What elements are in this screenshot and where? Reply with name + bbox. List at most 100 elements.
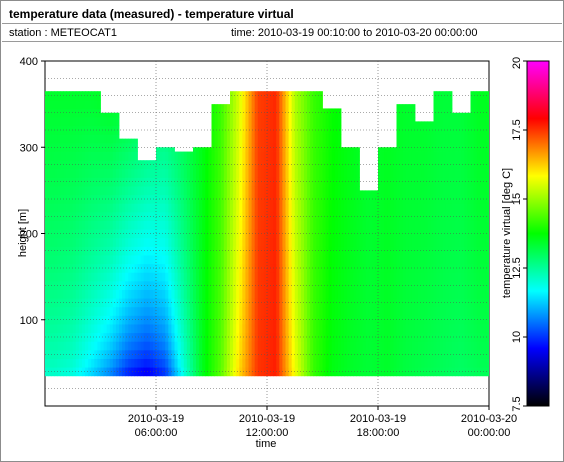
heatmap-cell xyxy=(482,168,487,178)
heatmap-cell xyxy=(165,349,169,359)
heatmap-cell xyxy=(267,349,271,359)
heatmap-cell xyxy=(282,237,286,247)
heatmap-cell xyxy=(162,272,166,282)
heatmap-cell xyxy=(85,117,89,127)
heatmap-cell xyxy=(359,272,363,282)
heatmap-cell xyxy=(470,332,474,342)
heatmap-cell xyxy=(485,306,489,316)
heatmap-cell xyxy=(402,142,407,152)
heatmap-cell xyxy=(464,220,468,230)
heatmap-cell xyxy=(45,263,49,273)
heatmap-cell xyxy=(220,220,225,230)
heatmap-cell xyxy=(119,272,123,282)
heatmap-cell xyxy=(285,255,289,265)
heatmap-cell xyxy=(288,125,293,135)
heatmap-cell xyxy=(152,272,157,282)
heatmap-cell xyxy=(100,168,104,178)
heatmap-cell xyxy=(415,255,419,265)
heatmap-cell xyxy=(418,315,422,325)
heatmap-cell xyxy=(396,125,400,135)
heatmap-cell xyxy=(149,341,154,351)
heatmap-cell xyxy=(467,229,471,239)
heatmap-cell xyxy=(436,220,441,230)
heatmap-cell xyxy=(94,186,98,196)
heatmap-cell xyxy=(220,134,225,144)
heatmap-cell xyxy=(122,138,126,144)
heatmap-cell xyxy=(418,367,422,377)
heatmap-cell xyxy=(464,298,468,308)
heatmap-cell xyxy=(331,289,336,299)
heatmap-cell xyxy=(199,211,203,221)
heatmap-cell xyxy=(415,203,419,213)
heatmap-cell xyxy=(254,289,259,299)
heatmap-cell xyxy=(134,280,138,290)
heatmap-cell xyxy=(183,246,188,256)
heatmap-cell xyxy=(69,324,74,334)
heatmap-cell xyxy=(248,237,252,247)
heatmap-cell xyxy=(115,112,120,118)
heatmap-cell xyxy=(353,237,357,247)
heatmap-cell xyxy=(482,280,487,290)
heatmap-cell xyxy=(307,229,311,239)
heatmap-cell xyxy=(399,315,404,325)
heatmap-cell xyxy=(479,151,484,161)
heatmap-cell xyxy=(112,358,117,368)
heatmap-cell xyxy=(91,203,95,213)
heatmap-cell xyxy=(331,306,336,316)
heatmap-cell xyxy=(54,367,58,377)
heatmap-cell xyxy=(156,324,160,334)
heatmap-cell xyxy=(242,272,246,282)
heatmap-cell xyxy=(171,349,175,359)
heatmap-cell xyxy=(177,324,182,334)
heatmap-cell xyxy=(325,255,330,265)
heatmap-cell xyxy=(140,272,145,282)
heatmap-cell xyxy=(365,194,370,204)
heatmap-cell xyxy=(82,263,86,273)
heatmap-cell xyxy=(78,349,83,359)
heatmap-cell xyxy=(279,186,283,196)
heatmap-cell xyxy=(393,306,397,316)
heatmap-cell xyxy=(390,298,394,308)
heatmap-cell xyxy=(430,186,434,196)
heatmap-cell xyxy=(128,272,132,282)
heatmap-cell xyxy=(88,220,92,230)
heatmap-cell xyxy=(276,367,280,377)
heatmap-cell xyxy=(353,203,357,213)
heatmap-cell xyxy=(415,246,419,256)
heatmap-cell xyxy=(85,151,89,161)
heatmap-cell xyxy=(270,211,274,221)
heatmap-cell xyxy=(455,237,459,247)
heatmap-cell xyxy=(131,272,135,282)
heatmap-cell xyxy=(260,151,265,161)
heatmap-cell xyxy=(273,332,277,342)
heatmap-cell xyxy=(137,186,141,196)
heatmap-cell xyxy=(294,186,299,196)
heatmap-cell xyxy=(211,237,215,247)
heatmap-cell xyxy=(66,306,71,316)
heatmap-cell xyxy=(439,186,444,196)
heatmap-cell xyxy=(331,186,336,196)
heatmap-cell xyxy=(448,117,453,127)
heatmap-cell xyxy=(294,125,299,135)
heatmap-cell xyxy=(88,246,92,256)
heatmap-cell xyxy=(193,358,197,368)
heatmap-cell xyxy=(165,160,169,170)
heatmap-cell xyxy=(359,220,363,230)
heatmap-cell xyxy=(421,186,425,196)
heatmap-cell xyxy=(149,168,154,178)
heatmap-cell xyxy=(433,306,437,316)
heatmap-cell xyxy=(316,255,320,265)
heatmap-cell xyxy=(45,142,49,152)
heatmap-cell xyxy=(288,160,293,170)
heatmap-cell xyxy=(196,203,200,213)
heatmap-cell xyxy=(458,134,462,144)
heatmap-cell xyxy=(174,246,178,256)
heatmap-cell xyxy=(479,272,484,282)
heatmap-cell xyxy=(316,186,320,196)
heatmap-cell xyxy=(427,358,431,368)
heatmap-cell xyxy=(140,358,145,368)
heatmap-cell xyxy=(69,151,74,161)
heatmap-cell xyxy=(131,263,135,273)
heatmap-cell xyxy=(307,289,311,299)
heatmap-cell xyxy=(418,142,422,152)
